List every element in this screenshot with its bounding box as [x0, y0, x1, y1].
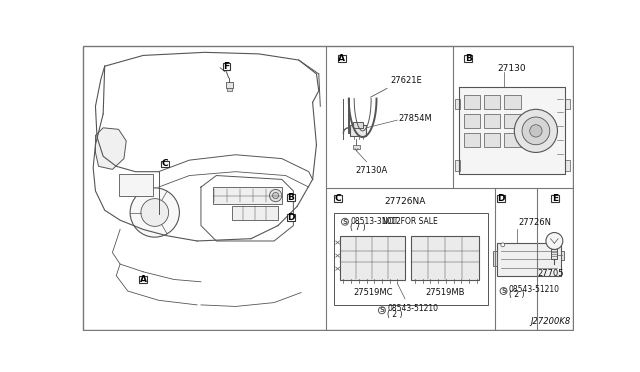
Text: 27726NA: 27726NA — [384, 197, 426, 206]
Bar — [287, 194, 295, 201]
Bar — [493, 251, 497, 266]
Circle shape — [530, 125, 542, 137]
Circle shape — [130, 188, 179, 237]
Text: 27130: 27130 — [497, 64, 525, 73]
Bar — [334, 212, 488, 305]
Bar — [551, 250, 557, 259]
Text: 08543-51210: 08543-51210 — [509, 285, 560, 294]
Text: 27519MB: 27519MB — [426, 288, 465, 297]
Circle shape — [546, 232, 563, 250]
Bar — [484, 95, 500, 109]
Bar — [455, 99, 460, 109]
Circle shape — [273, 192, 279, 199]
Bar — [504, 114, 520, 128]
Text: F: F — [223, 62, 229, 71]
Text: 27854M: 27854M — [398, 114, 432, 123]
Bar — [484, 114, 500, 128]
Circle shape — [522, 117, 550, 145]
Circle shape — [342, 218, 348, 225]
Text: D: D — [287, 214, 295, 222]
Text: NOT FOR SALE: NOT FOR SALE — [382, 217, 438, 226]
Bar — [161, 161, 168, 167]
Bar — [464, 55, 472, 62]
Circle shape — [551, 243, 555, 247]
Bar — [340, 235, 405, 280]
Bar — [223, 63, 230, 70]
Bar — [459, 87, 565, 174]
Bar — [497, 195, 505, 202]
Text: C: C — [161, 160, 168, 169]
Bar — [287, 214, 295, 221]
Bar — [565, 99, 570, 109]
Circle shape — [269, 189, 282, 202]
Bar — [227, 88, 232, 91]
Bar — [565, 160, 570, 171]
Text: 27130A: 27130A — [355, 166, 387, 175]
Text: D: D — [497, 194, 505, 203]
Bar — [232, 206, 278, 220]
Bar — [353, 122, 364, 128]
Circle shape — [378, 307, 385, 314]
Bar — [504, 95, 520, 109]
Bar — [227, 82, 232, 88]
Text: S: S — [380, 307, 385, 313]
Bar — [504, 133, 520, 147]
Circle shape — [501, 243, 505, 247]
Text: S: S — [501, 288, 506, 294]
Text: B: B — [287, 193, 294, 202]
Bar — [349, 125, 367, 136]
Text: E: E — [552, 194, 558, 203]
Text: 08543-51210: 08543-51210 — [387, 304, 438, 313]
Polygon shape — [95, 128, 126, 169]
Bar — [561, 251, 564, 260]
Bar — [338, 55, 346, 62]
Text: A: A — [339, 54, 346, 63]
Bar — [484, 133, 500, 147]
Bar — [212, 187, 282, 204]
Bar — [118, 174, 153, 196]
Bar — [497, 243, 561, 276]
Text: 27621E: 27621E — [390, 76, 422, 85]
Bar — [353, 145, 360, 148]
Bar — [463, 114, 481, 128]
Bar — [463, 133, 481, 147]
Text: ( 7 ): ( 7 ) — [350, 222, 366, 232]
Text: 08513-31012: 08513-31012 — [350, 217, 401, 226]
Text: C: C — [335, 194, 341, 203]
Text: S: S — [342, 219, 348, 225]
Circle shape — [500, 288, 507, 295]
Text: ( 2 ): ( 2 ) — [387, 310, 403, 319]
Bar — [463, 95, 481, 109]
Bar — [140, 276, 147, 283]
Circle shape — [515, 109, 557, 153]
Bar — [334, 195, 342, 202]
Text: 27726N: 27726N — [518, 218, 551, 227]
Text: A: A — [140, 275, 147, 284]
Circle shape — [141, 199, 168, 226]
Bar — [455, 160, 460, 171]
Text: B: B — [465, 54, 472, 63]
Bar — [551, 195, 559, 202]
Text: 27519MC: 27519MC — [353, 288, 392, 297]
Text: J27200K8: J27200K8 — [531, 317, 570, 326]
Text: 27705: 27705 — [538, 269, 564, 278]
Bar — [411, 235, 479, 280]
Text: ( 2 ): ( 2 ) — [509, 291, 524, 299]
